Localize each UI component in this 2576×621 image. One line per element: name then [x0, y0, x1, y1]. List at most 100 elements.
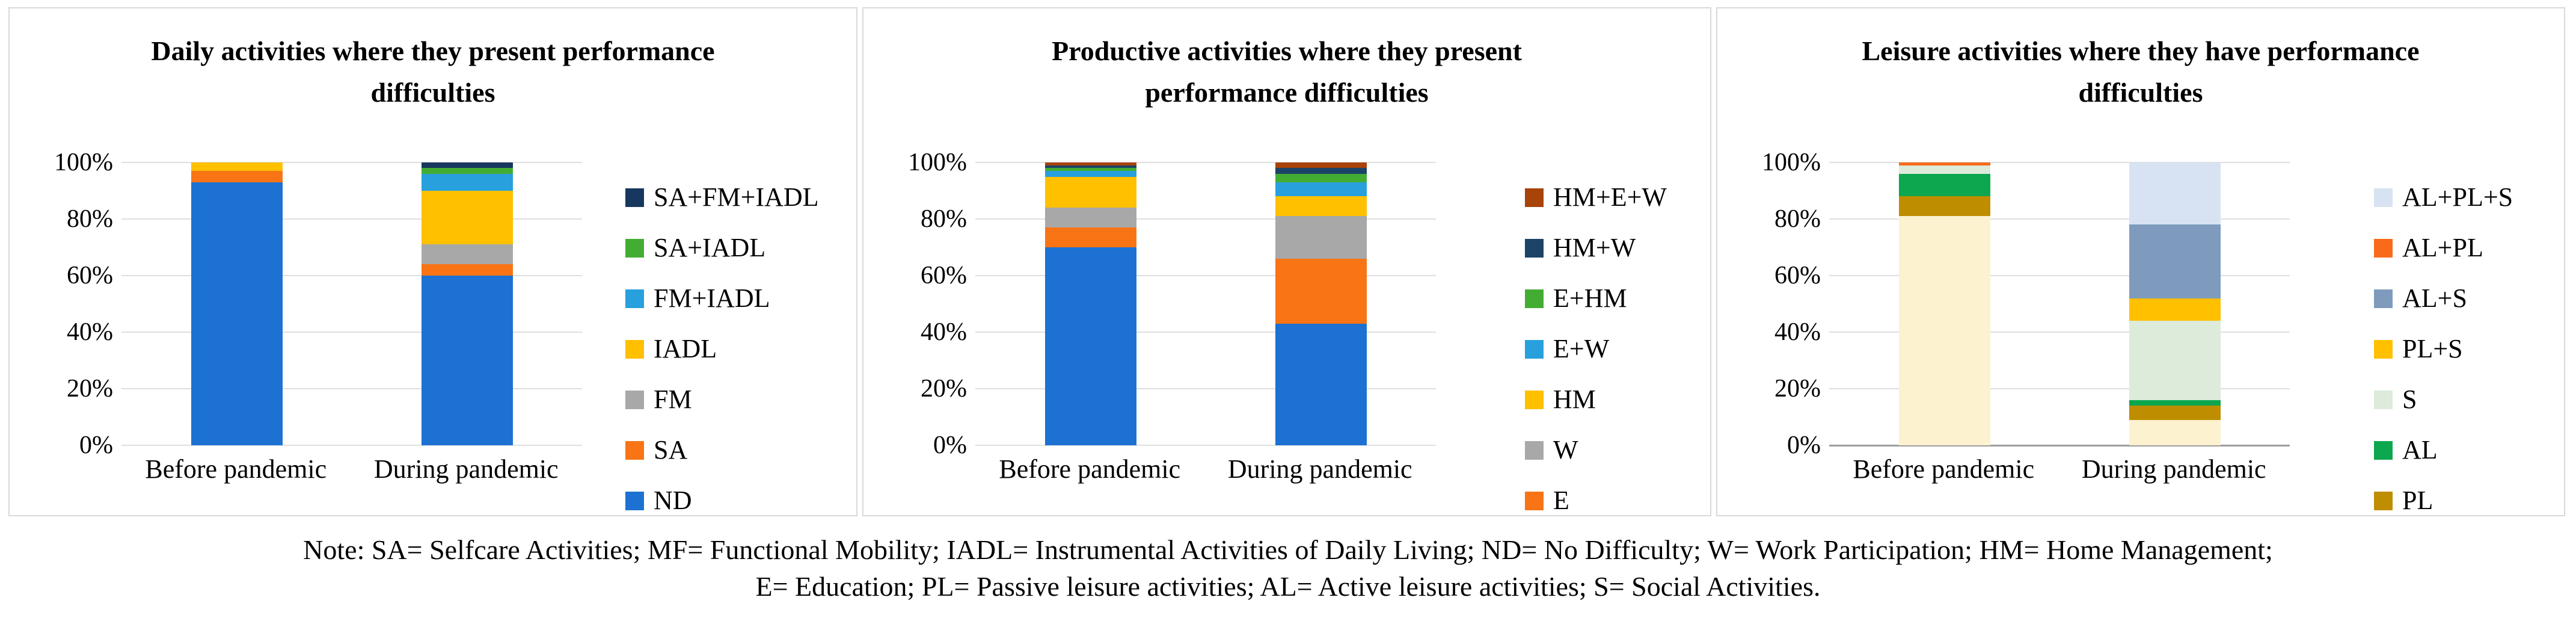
legend-item-AL+PL+S: AL+PL+S	[2374, 181, 2564, 214]
legend-label: HM+W	[1553, 233, 1636, 262]
plot-area	[975, 162, 1436, 446]
legend-swatch-E+HM	[1525, 289, 1544, 308]
bar-segment-E	[1044, 227, 1136, 247]
chart-title: Productive activities where they present…	[1052, 36, 1522, 108]
legend-label: SA+FM+IADL	[654, 182, 819, 212]
y-tick-label: 0%	[79, 431, 113, 459]
legend-label: W	[1553, 435, 1578, 465]
legend-item-PL: PL	[2374, 484, 2564, 518]
figure-note-line1: Note: SA= Selfcare Activities; MF= Funct…	[303, 534, 2273, 565]
bar-segment-SA	[191, 171, 283, 182]
legend-item-IADL: IADL	[625, 332, 856, 366]
bar-segment-ND	[191, 182, 283, 445]
legend-item-SA: SA	[625, 433, 856, 467]
bars-group	[1829, 162, 2290, 445]
y-axis: 100% 80% 60% 40% 20% 0%	[10, 149, 121, 459]
legend-item-PL+S: PL+S	[2374, 332, 2564, 366]
chart-panel-productive-activities: Productive activities where they present…	[862, 7, 1711, 516]
legend-swatch-FM	[625, 390, 644, 409]
bar-segment-ND	[421, 276, 513, 445]
plot-column: Before pandemic During pandemic	[1829, 162, 2290, 484]
gridline	[1829, 162, 2290, 163]
y-tick-label: 100%	[1762, 149, 1821, 176]
legend-item-FM: FM	[625, 383, 856, 416]
gridline	[1829, 218, 2290, 220]
stacked-bar-during-pandemic	[1275, 162, 1367, 445]
legend: AL+PL+S AL+PL AL+S PL+S S AL PL	[2290, 162, 2564, 526]
legend-item-W: W	[1525, 433, 1710, 467]
gridline	[1829, 275, 2290, 276]
bar-segment-HM+W	[1044, 165, 1136, 168]
bars-group	[975, 162, 1436, 445]
legend-label: E+W	[1553, 334, 1610, 363]
bar-segment-W	[1044, 208, 1136, 228]
figure-note: Note: SA= Selfcare Activities; MF= Funct…	[0, 532, 2576, 605]
x-category-label: During pandemic	[1227, 454, 1412, 484]
x-category-label: Before pandemic	[999, 454, 1181, 484]
bar-segment-AL+PL+S	[2129, 162, 2221, 225]
x-axis: Before pandemic During pandemic	[975, 454, 1436, 484]
legend-item-AL: AL	[2374, 433, 2564, 467]
x-category-label: Before pandemic	[145, 454, 327, 484]
y-tick-label: 60%	[921, 262, 967, 289]
y-tick-label: 100%	[908, 149, 967, 176]
legend-label: S	[2402, 385, 2417, 414]
chart-body: 100% 80% 60% 40% 20% 0% Before pandemic During…	[1717, 149, 2564, 526]
legend-item-S: S	[2374, 383, 2564, 416]
y-tick-label: 20%	[67, 375, 113, 403]
bar-segment-FM+IADL	[421, 173, 513, 191]
chart-panel-leisure-activities: Leisure activities where they have perfo…	[1716, 7, 2565, 516]
gridline	[975, 162, 1436, 163]
legend-swatch-SA+FM+IADL	[625, 188, 644, 207]
chart-body: 100% 80% 60% 40% 20% 0% Before pandemic During…	[863, 149, 1710, 526]
legend-label: E+HM	[1553, 283, 1627, 313]
gridline	[1829, 332, 2290, 333]
bar-segment-E	[1275, 258, 1367, 324]
x-axis-line	[975, 445, 1436, 446]
bar-segment-IADL	[191, 162, 283, 171]
bar-segment-HM	[1044, 176, 1136, 208]
gridline	[975, 218, 1436, 220]
y-tick-label: 60%	[67, 262, 113, 289]
legend-item-E+W: E+W	[1525, 332, 1710, 366]
legend-label: PL+S	[2402, 334, 2463, 363]
legend-item-HM+E+W: HM+E+W	[1525, 181, 1710, 214]
chart-panel-daily-activities: Daily activities where they present perf…	[8, 7, 857, 516]
legend-item-E+HM: E+HM	[1525, 282, 1710, 315]
legend-label: AL+S	[2402, 283, 2467, 313]
plot-column: Before pandemic During pandemic	[121, 162, 582, 484]
x-category-label: During pandemic	[373, 454, 559, 484]
legend: SA+FM+IADL SA+IADL FM+IADL IADL FM SA ND	[582, 162, 856, 526]
gridline	[121, 332, 582, 333]
chart-title: Leisure activities where they have perfo…	[1862, 36, 2420, 108]
legend-swatch-ND	[625, 491, 644, 510]
bar-segment-E+HM	[1044, 168, 1136, 171]
bar-segment-E+W	[1044, 171, 1136, 177]
bar-segment-SA+FM+IADL	[421, 162, 513, 168]
legend-item-FM+IADL: FM+IADL	[625, 282, 856, 315]
bar-segment-ND	[1044, 247, 1136, 445]
y-tick-label: 80%	[1774, 205, 1821, 233]
stacked-bar-before-pandemic	[1898, 162, 1990, 445]
gridline	[121, 388, 582, 389]
bar-segment-AL	[1898, 173, 1990, 197]
legend-item-E: E	[1525, 484, 1710, 518]
bar-segment-E+W	[1275, 182, 1367, 197]
legend-label: SA	[654, 435, 688, 465]
legend-swatch-E	[1525, 491, 1544, 510]
legend-swatch-PL	[2374, 491, 2393, 510]
legend-label: FM+IADL	[654, 283, 770, 313]
gridline	[121, 275, 582, 276]
bar-segment-S	[2129, 321, 2221, 400]
gridline	[121, 162, 582, 163]
gridline	[975, 275, 1436, 276]
legend-label: FM	[654, 385, 692, 414]
legend-swatch-HM	[1525, 390, 1544, 409]
bar-segment-AL+S	[2129, 224, 2221, 298]
bar-segment-ND	[1898, 216, 1990, 445]
bar-segment-E+HM	[1275, 173, 1367, 182]
bar-segment-SA	[421, 264, 513, 276]
legend-swatch-AL+PL	[2374, 238, 2393, 258]
legend-label: E	[1553, 486, 1569, 515]
legend-swatch-FM+IADL	[625, 289, 644, 308]
